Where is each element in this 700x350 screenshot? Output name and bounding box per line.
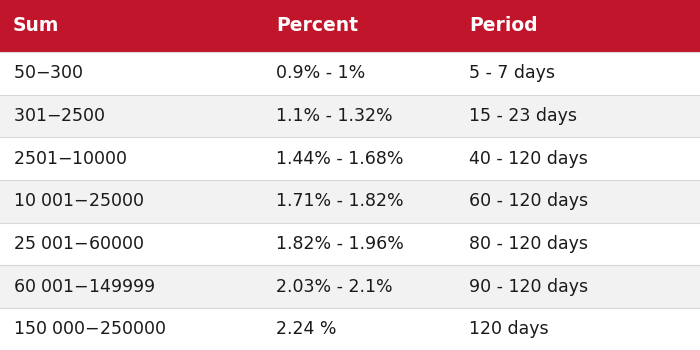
Text: 150 000$ - 250 000$: 150 000$ - 250 000$	[13, 320, 166, 338]
Text: 1.1% - 1.32%: 1.1% - 1.32%	[276, 107, 393, 125]
Text: Sum: Sum	[13, 16, 59, 35]
FancyBboxPatch shape	[0, 308, 700, 350]
Text: 15 - 23 days: 15 - 23 days	[469, 107, 577, 125]
Text: 10 001$ - 25 000$: 10 001$ - 25 000$	[13, 192, 144, 210]
Text: 25 001$ - 60 000$: 25 001$ - 60 000$	[13, 235, 144, 253]
FancyBboxPatch shape	[0, 0, 700, 52]
Text: 50$ - 300$: 50$ - 300$	[13, 64, 83, 82]
Text: 2.24 %: 2.24 %	[276, 320, 337, 338]
Text: 2501$ - 10 000$: 2501$ - 10 000$	[13, 149, 127, 168]
Text: 0.9% - 1%: 0.9% - 1%	[276, 64, 365, 82]
FancyBboxPatch shape	[0, 137, 700, 180]
FancyBboxPatch shape	[0, 180, 700, 223]
FancyBboxPatch shape	[0, 52, 700, 94]
Text: 1.44% - 1.68%: 1.44% - 1.68%	[276, 149, 404, 168]
Text: Percent: Percent	[276, 16, 358, 35]
FancyBboxPatch shape	[0, 265, 700, 308]
Text: 1.82% - 1.96%: 1.82% - 1.96%	[276, 235, 405, 253]
Text: 40 - 120 days: 40 - 120 days	[469, 149, 588, 168]
FancyBboxPatch shape	[0, 223, 700, 265]
Text: 90 - 120 days: 90 - 120 days	[469, 278, 588, 296]
Text: 60 - 120 days: 60 - 120 days	[469, 192, 588, 210]
Text: Period: Period	[469, 16, 538, 35]
Text: 301$ - 2500$: 301$ - 2500$	[13, 107, 106, 125]
Text: 60 001$ - 149 999$: 60 001$ - 149 999$	[13, 278, 155, 296]
FancyBboxPatch shape	[0, 94, 700, 137]
Text: 2.03% - 2.1%: 2.03% - 2.1%	[276, 278, 393, 296]
Text: 1.71% - 1.82%: 1.71% - 1.82%	[276, 192, 404, 210]
Text: 5 - 7 days: 5 - 7 days	[469, 64, 555, 82]
Text: 120 days: 120 days	[469, 320, 549, 338]
Text: 80 - 120 days: 80 - 120 days	[469, 235, 588, 253]
